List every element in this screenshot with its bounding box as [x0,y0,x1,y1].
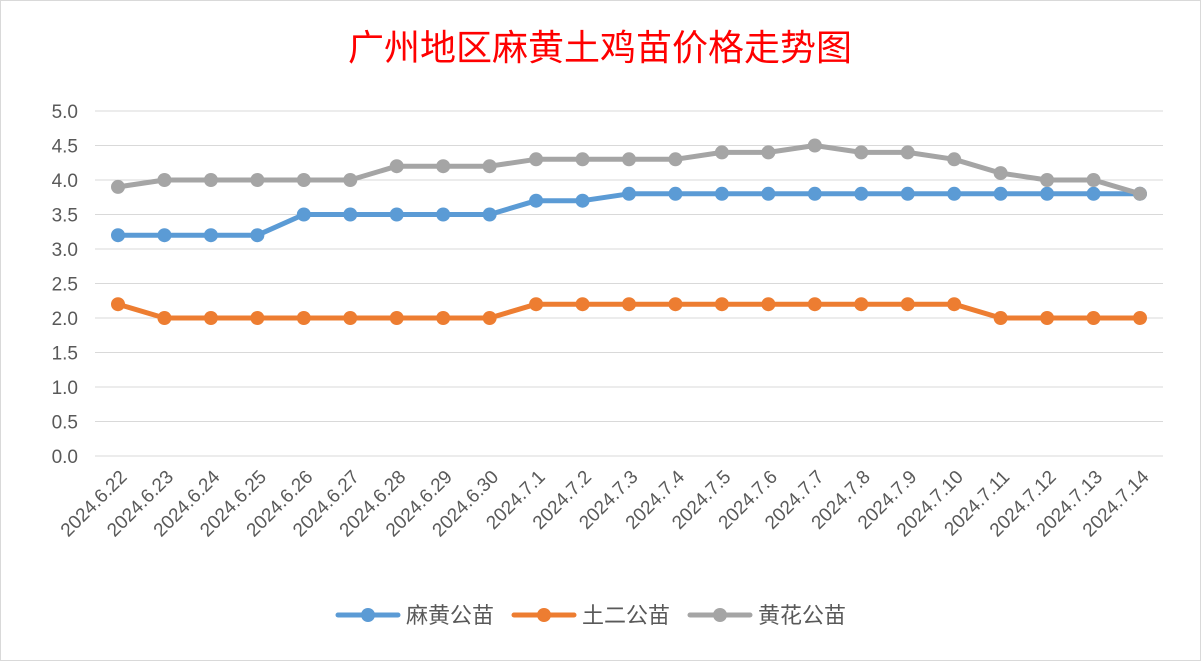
data-point [1086,186,1101,201]
legend-swatch-marker [713,608,727,622]
legend-label: 黄花公苗 [758,604,846,629]
data-point [854,186,869,201]
data-point [993,166,1008,181]
data-point [854,297,869,312]
data-point [1133,186,1147,201]
data-point [389,311,404,325]
data-point [389,207,404,222]
data-point [250,228,265,243]
y-tick-label: 1.0 [52,378,78,399]
data-point [761,186,776,201]
data-point [482,311,497,325]
y-tick-label: 4.5 [52,137,78,158]
y-tick-label: 1.5 [52,344,78,365]
data-point [947,186,962,201]
data-point [993,186,1008,201]
legend-item: 麻黄公苗 [335,604,494,629]
data-point [947,152,962,167]
data-point [296,207,311,222]
legend-label: 土二公苗 [582,604,670,629]
data-point [343,173,358,187]
data-point [807,138,822,153]
data-point [482,159,497,174]
legend-label: 麻黄公苗 [406,604,494,629]
data-point [482,207,497,222]
legend: 麻黄公苗 土二公苗 黄花公苗 [335,604,846,629]
data-point [436,311,451,325]
y-tick-label: 3.0 [52,240,78,261]
data-point [343,311,358,325]
data-point [761,145,776,160]
legend-swatch-marker [537,608,551,622]
data-point [1133,311,1147,325]
x-axis-ticks: 2024.6.222024.6.232024.6.242024.6.252024… [57,466,1154,541]
legend-item: 黄花公苗 [687,604,846,629]
data-point [1086,173,1101,187]
data-point [296,173,311,187]
data-point [296,311,311,325]
data-point [900,145,915,160]
data-point [575,297,590,312]
data-point [807,297,822,312]
data-point [761,297,776,312]
data-point [668,152,683,167]
data-point [622,186,636,201]
series-1 [111,297,1147,325]
y-tick-label: 0.0 [52,447,78,468]
data-point [947,297,962,312]
data-point [575,193,590,208]
data-point [157,228,172,243]
data-point [250,173,265,187]
series-2 [111,138,1147,201]
legend-item: 土二公苗 [511,604,670,629]
y-tick-label: 2.0 [52,309,78,330]
data-point [714,145,729,160]
y-axis-ticks: 0.0 0.5 1.0 1.5 2.0 2.5 3.0 3.5 4.0 4.5 5.0 [52,102,78,468]
y-tick-label: 5.0 [52,102,78,123]
y-tick-label: 2.5 [52,275,78,296]
data-point [714,186,729,201]
data-point [157,311,172,325]
data-point [1086,311,1101,325]
y-tick-label: 4.0 [52,171,78,192]
data-point [203,173,218,187]
data-point [529,193,544,208]
data-point [1040,173,1055,187]
data-point [854,145,869,160]
data-point [111,297,125,312]
data-point [111,228,125,243]
data-point [529,152,544,167]
y-tick-label: 3.5 [52,206,78,227]
data-point [203,228,218,243]
data-point [436,207,451,222]
data-point [1040,186,1055,201]
data-point [993,311,1008,325]
data-point [157,173,172,187]
data-point [389,159,404,174]
series-lines [111,138,1147,325]
data-point [622,152,636,167]
data-point [343,207,358,222]
data-point [203,311,218,325]
data-point [529,297,544,312]
data-point [622,297,636,312]
data-point [668,297,683,312]
y-tick-label: 0.5 [52,413,78,434]
legend-swatch-marker [361,608,375,622]
data-point [575,152,590,167]
data-point [900,297,915,312]
data-point [1040,311,1055,325]
data-point [250,311,265,325]
data-point [668,186,683,201]
chart-title: 广州地区麻黄土鸡苗价格走势图 [348,28,852,69]
data-point [807,186,822,201]
data-point [900,186,915,201]
data-point [714,297,729,312]
data-point [111,179,125,194]
data-point [436,159,451,174]
